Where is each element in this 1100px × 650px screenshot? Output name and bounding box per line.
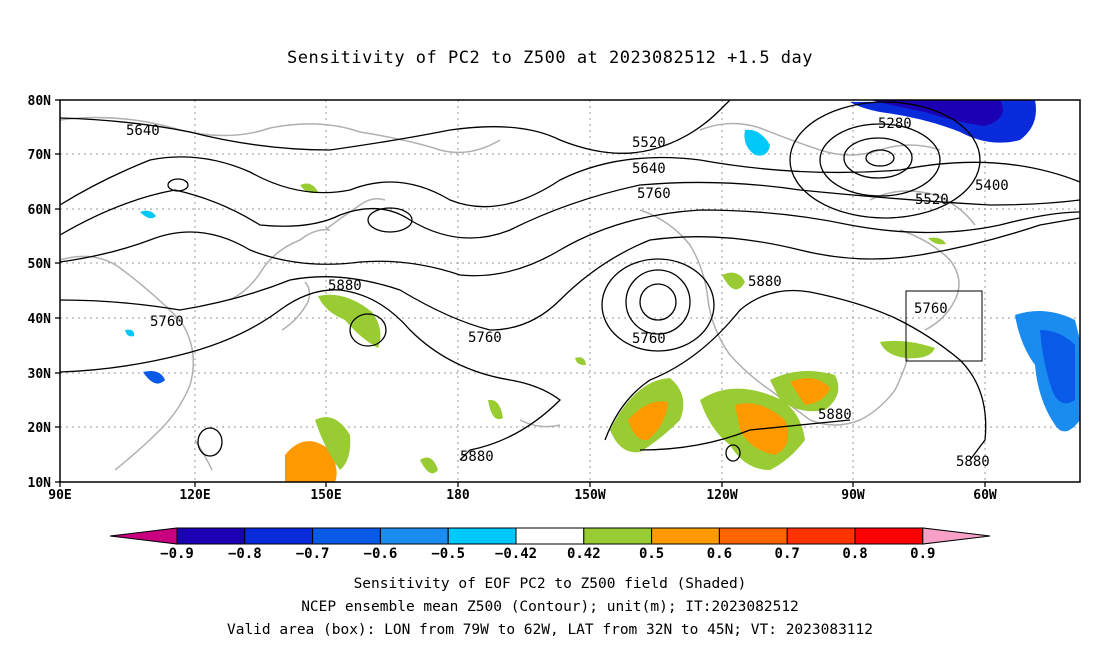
colorbar-label: 0.7 xyxy=(775,546,800,562)
lat-label: 80N xyxy=(28,94,52,109)
colorbar-segment xyxy=(244,527,314,545)
colorbar-segment xyxy=(312,527,381,545)
contour-label: 5760 xyxy=(150,314,184,330)
caption-contour: NCEP ensemble mean Z500 (Contour); unit(… xyxy=(301,599,799,615)
colorbar-label: −0.8 xyxy=(228,546,262,562)
lat-label: 50N xyxy=(28,257,52,272)
lon-label: 150W xyxy=(574,488,605,503)
contour-labels: 5640 5520 5640 5760 5280 5400 5520 5880 … xyxy=(126,116,1009,470)
lat-label: 40N xyxy=(28,312,52,327)
colorbar-label: −0.7 xyxy=(296,546,330,562)
lat-label: 30N xyxy=(28,367,52,382)
colorbar-label: 0.42 xyxy=(567,546,601,562)
colorbar-segment xyxy=(786,527,856,545)
lon-label: 60W xyxy=(973,488,997,503)
contour-label: 5520 xyxy=(632,135,666,151)
lon-label: 120E xyxy=(179,488,210,503)
map-title: Sensitivity of PC2 to Z500 at 2023082512… xyxy=(286,48,813,68)
colorbar-label: −0.42 xyxy=(495,546,537,562)
caption-shaded: Sensitivity of EOF PC2 to Z500 field (Sh… xyxy=(353,576,747,592)
lat-label: 20N xyxy=(28,421,52,436)
colorbar-segment xyxy=(718,527,788,545)
colorbar-segment xyxy=(447,527,517,545)
lat-label: 10N xyxy=(28,476,52,491)
map-frame xyxy=(59,99,1081,483)
contour-label: 5400 xyxy=(975,178,1009,194)
colorbar-segment xyxy=(583,527,653,545)
caption-valid-area: Valid area (box): LON from 79W to 62W, L… xyxy=(226,622,873,638)
colorbar-segment xyxy=(379,527,449,545)
contour-label: 5760 xyxy=(468,330,502,346)
colorbar-arrow-low xyxy=(109,527,178,545)
lat-labels: 80N 70N 60N 50N 40N 30N 20N 10N xyxy=(28,94,52,491)
lat-label: 70N xyxy=(28,148,52,163)
contour-label: 5880 xyxy=(748,274,782,290)
colorbar-segment xyxy=(651,527,720,545)
lon-label: 90E xyxy=(48,488,71,503)
colorbar-label: −0.9 xyxy=(160,546,194,562)
lat-label: 60N xyxy=(28,203,52,218)
lon-label: 120W xyxy=(706,488,737,503)
colorbar-label: 0.6 xyxy=(707,546,732,562)
lon-label: 150E xyxy=(310,488,341,503)
lon-labels: 90E 120E 150E 180 150W 120W 90W 60W xyxy=(48,488,997,503)
valid-area-box xyxy=(905,290,983,362)
colorbar-segment xyxy=(176,527,246,545)
colorbar-arrow-high xyxy=(922,527,991,545)
contour-label: 5640 xyxy=(126,123,160,139)
colorbar-segment xyxy=(854,527,924,545)
contour-label: 5760 xyxy=(632,331,666,347)
colorbar-labels: −0.9 −0.8 −0.7 −0.6 −0.5 −0.42 0.42 0.5 0.6 0.7 0.… xyxy=(160,546,935,562)
lon-label: 90W xyxy=(841,488,865,503)
colorbar-label: −0.6 xyxy=(364,546,398,562)
colorbar-label: −0.5 xyxy=(431,546,465,562)
colorbar-segment xyxy=(515,527,585,545)
z500-contours xyxy=(59,99,1081,462)
contour-label: 5880 xyxy=(460,449,494,465)
contour-label: 5640 xyxy=(632,161,666,177)
colorbar-label: 0.9 xyxy=(910,546,935,562)
contour-label: 5880 xyxy=(956,454,990,470)
contour-label: 5880 xyxy=(328,278,362,294)
colorbar xyxy=(109,527,991,545)
colorbar-label: 0.5 xyxy=(639,546,664,562)
contour-label: 5880 xyxy=(818,407,852,423)
contour-label: 5280 xyxy=(878,116,912,132)
contour-label: 5520 xyxy=(915,192,949,208)
lon-label: 180 xyxy=(446,488,470,503)
contour-label: 5760 xyxy=(914,301,948,317)
colorbar-label: 0.8 xyxy=(842,546,867,562)
contour-label: 5760 xyxy=(637,186,671,202)
